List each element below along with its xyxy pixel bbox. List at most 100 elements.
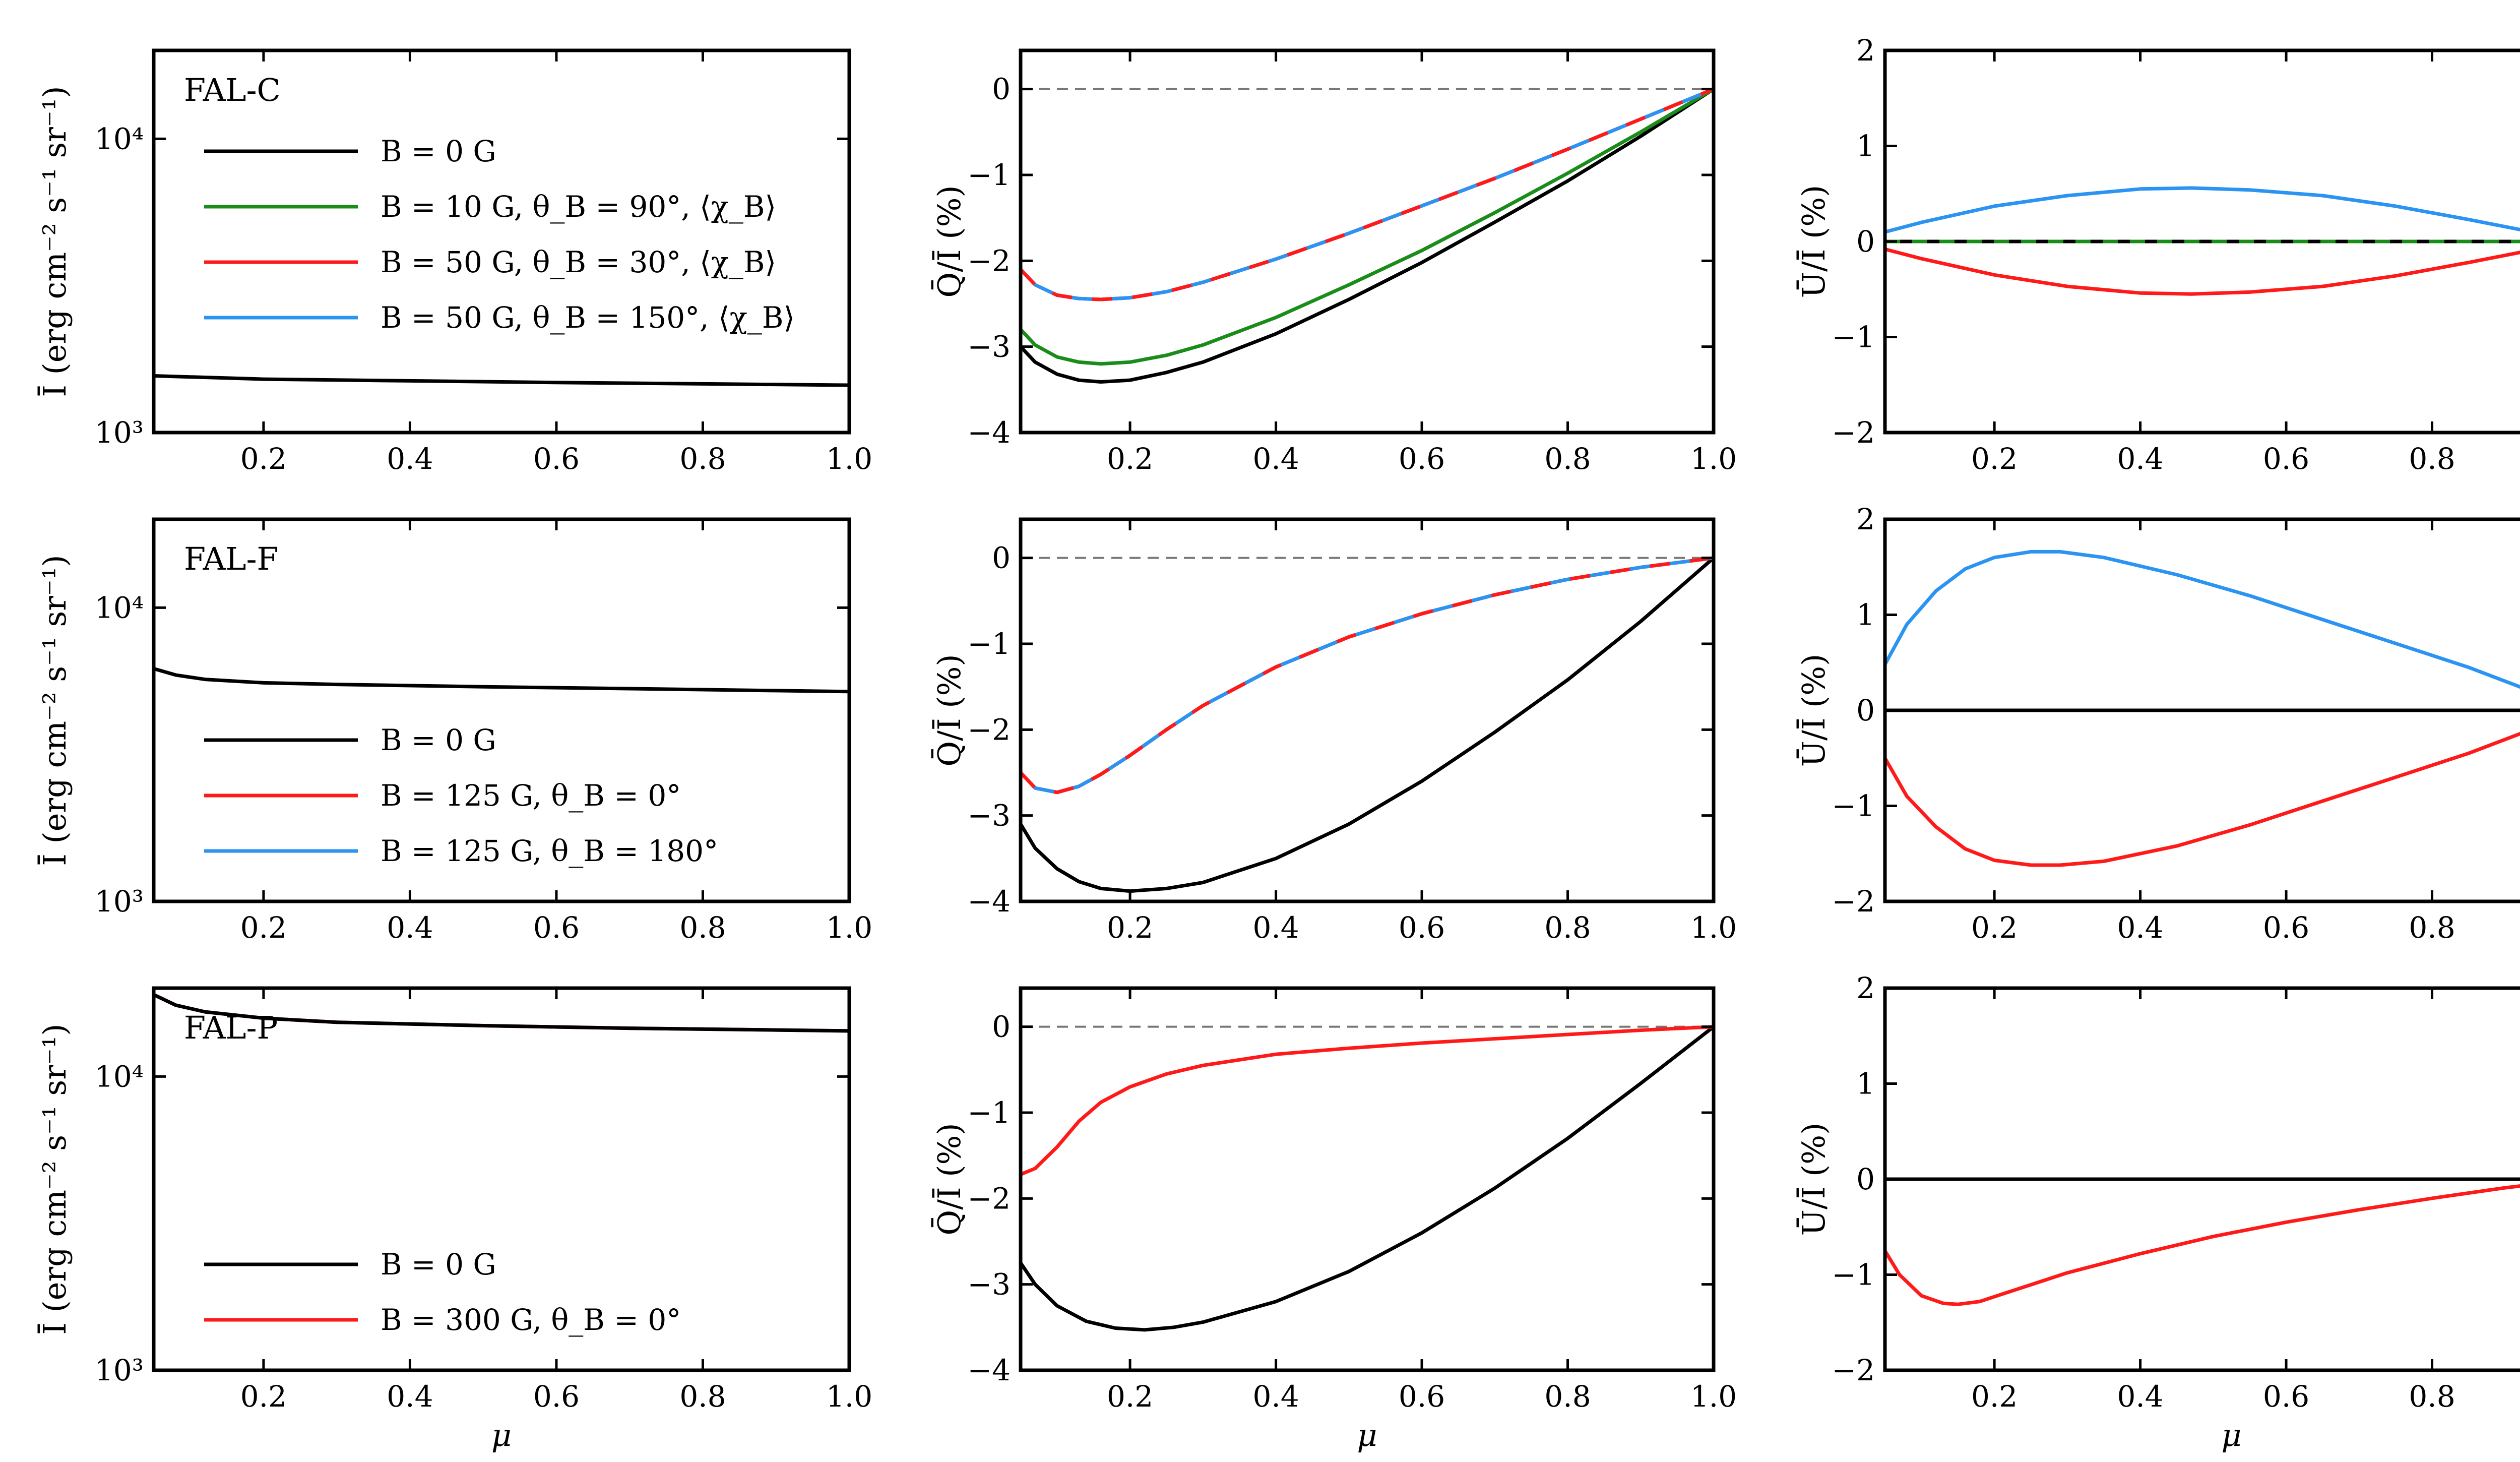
series-line-black bbox=[1021, 557, 1714, 893]
series-line-red bbox=[1885, 247, 2520, 296]
y-tick-label: 1 bbox=[1856, 598, 1875, 632]
x-tick-label: 1.0 bbox=[826, 1379, 872, 1414]
x-tick-label: 0.6 bbox=[533, 442, 580, 476]
series-line-black bbox=[1021, 1025, 1714, 1332]
x-tick-label: 0.2 bbox=[1107, 1379, 1153, 1414]
legend-label: B = 10 G, θ_B = 90°, ⟨χ_B⟩ bbox=[381, 190, 776, 224]
legend-label: B = 300 G, θ_B = 0° bbox=[381, 1303, 681, 1337]
y-tick-label: −2 bbox=[968, 712, 1011, 747]
legend-label: B = 50 G, θ_B = 150°, ⟨χ_B⟩ bbox=[381, 300, 795, 335]
x-tick-label: 0.4 bbox=[2117, 910, 2163, 945]
x-tick-label: 0.2 bbox=[240, 910, 287, 945]
y-axis-title: Ū/Ī (%) bbox=[1795, 185, 1832, 298]
y-tick-label: 0 bbox=[1856, 1162, 1875, 1196]
series-line-blue bbox=[1021, 556, 1714, 795]
y-tick-label: −2 bbox=[968, 1181, 1011, 1215]
panel-falc-I: 0.2 0.4 0.6 0.8 1.0 10³ 10⁴ Ī (erg cm⁻² s⁻¹ sr⁻… bbox=[36, 48, 872, 476]
y-tick-label: −3 bbox=[968, 330, 1011, 364]
x-tick-label: 0.4 bbox=[387, 910, 433, 945]
y-tick-label: −3 bbox=[968, 1267, 1011, 1302]
y-tick-label: 1 bbox=[1856, 1067, 1875, 1101]
x-tick-label: 0.4 bbox=[2117, 442, 2163, 476]
panel-falf-Q: 0.2 0.4 0.6 0.8 1.0 −4 −3 −2 −1 0 Q̄/Ī (%) bbox=[931, 517, 1737, 945]
y-tick-label: 0 bbox=[992, 541, 1011, 575]
plot-frame bbox=[152, 986, 851, 1372]
x-tick-label: 0.8 bbox=[679, 1379, 726, 1414]
x-tick-label: 0.8 bbox=[1544, 910, 1591, 945]
y-tick-label: 2 bbox=[1856, 33, 1875, 68]
x-tick-label: 0.2 bbox=[1971, 442, 2018, 476]
x-tick-label: 0.6 bbox=[1399, 910, 1445, 945]
y-tick-label: −1 bbox=[1832, 789, 1875, 823]
legend-label: B = 0 G bbox=[381, 1247, 496, 1282]
series-line-black bbox=[154, 993, 849, 1033]
y-tick-label: 2 bbox=[1856, 502, 1875, 536]
x-tick-label: 0.8 bbox=[2409, 1379, 2455, 1414]
y-tick-label: 2 bbox=[1856, 971, 1875, 1005]
plot-frame bbox=[1019, 517, 1716, 903]
x-tick-label: 0.4 bbox=[2117, 1379, 2163, 1414]
legend-label: B = 0 G bbox=[381, 723, 496, 757]
y-tick-label: −2 bbox=[1832, 415, 1875, 450]
y-tick-label: −4 bbox=[968, 884, 1011, 919]
y-axis-title: Q̄/Ī (%) bbox=[931, 1123, 968, 1235]
x-tick-label: 0.2 bbox=[1107, 442, 1153, 476]
y-tick-label: −2 bbox=[1832, 884, 1875, 919]
y-tick-label: −2 bbox=[1832, 1353, 1875, 1387]
panel-falc-Q: 0.2 0.4 0.6 0.8 1.0 −4 −3 −2 −1 0 Q̄/Ī (%) bbox=[931, 48, 1737, 476]
plot-frame bbox=[152, 48, 851, 435]
y-axis-title: Ī (erg cm⁻² s⁻¹ sr⁻¹) bbox=[36, 1023, 73, 1334]
legend-label: B = 125 G, θ_B = 0° bbox=[381, 778, 681, 813]
plot-frame bbox=[1019, 48, 1716, 435]
x-tick-label: 0.8 bbox=[2409, 442, 2455, 476]
x-tick-label: 1.0 bbox=[1690, 1379, 1737, 1414]
legend-label: B = 0 G bbox=[381, 134, 496, 168]
y-tick-label: 0 bbox=[992, 72, 1011, 106]
x-tick-label: 1.0 bbox=[1690, 442, 1737, 476]
x-tick-label: 0.8 bbox=[679, 442, 726, 476]
x-tick-label: 0.2 bbox=[1107, 910, 1153, 945]
y-tick-label: 10³ bbox=[95, 415, 144, 450]
y-axis-title: Q̄/Ī (%) bbox=[931, 185, 968, 297]
x-tick-label: 0.4 bbox=[387, 1379, 433, 1414]
x-tick-label: 0.2 bbox=[1971, 910, 2018, 945]
y-tick-label: −3 bbox=[968, 799, 1011, 833]
y-axis-title: Q̄/Ī (%) bbox=[931, 654, 968, 766]
series-line-red bbox=[1021, 87, 1714, 301]
x-tick-label: 0.6 bbox=[533, 910, 580, 945]
y-axis-title: Ī (erg cm⁻² s⁻¹ sr⁻¹) bbox=[36, 555, 73, 866]
plot-frame bbox=[152, 517, 851, 903]
x-tick-label: 0.4 bbox=[1252, 1379, 1299, 1414]
series-line-red bbox=[1021, 1025, 1714, 1176]
series-line-black bbox=[154, 374, 849, 387]
y-tick-label: 10³ bbox=[95, 884, 144, 919]
y-tick-label: 0 bbox=[1856, 224, 1875, 259]
legend-label: B = 50 G, θ_B = 30°, ⟨χ_B⟩ bbox=[381, 245, 776, 279]
series-line-blue bbox=[1885, 186, 2520, 234]
x-tick-label: 0.6 bbox=[2263, 910, 2309, 945]
y-tick-label: 10⁴ bbox=[95, 1059, 144, 1093]
series-line-red bbox=[1885, 732, 2520, 867]
y-tick-label: −4 bbox=[968, 1353, 1011, 1387]
y-tick-label: −1 bbox=[968, 1095, 1011, 1130]
series-line-red bbox=[1885, 1184, 2520, 1306]
x-tick-label: 0.6 bbox=[2263, 1379, 2309, 1414]
y-tick-label: −2 bbox=[968, 243, 1011, 278]
y-tick-label: 10⁴ bbox=[95, 121, 144, 156]
y-tick-label: 10³ bbox=[95, 1353, 144, 1387]
x-tick-label: 0.4 bbox=[1252, 910, 1299, 945]
x-tick-label: 0.6 bbox=[1399, 442, 1445, 476]
series-line-dashed-red bbox=[1021, 87, 1714, 301]
model-label: FAL-P bbox=[184, 1009, 278, 1046]
y-tick-label: −1 bbox=[1832, 320, 1875, 354]
panel-falp-I: 0.2 0.4 0.6 0.8 1.0 10³ 10⁴ Ī (erg cm⁻² s⁻¹ sr⁻… bbox=[36, 986, 872, 1453]
x-tick-label: 0.8 bbox=[1544, 1379, 1591, 1414]
x-tick-label: 0.2 bbox=[240, 442, 287, 476]
x-tick-label: 0.6 bbox=[533, 1379, 580, 1414]
y-tick-label: 0 bbox=[1856, 693, 1875, 727]
panel-falf-I: 0.2 0.4 0.6 0.8 1.0 10³ 10⁴ Ī (erg cm⁻² s⁻¹ sr⁻… bbox=[36, 517, 872, 945]
x-tick-label: 1.0 bbox=[1690, 910, 1737, 945]
